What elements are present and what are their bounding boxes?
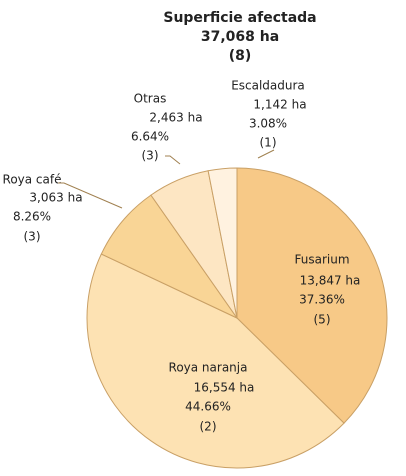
percent-label: 6.64% — [131, 130, 169, 144]
leader-line — [165, 155, 181, 165]
pie-slice — [207, 167, 238, 319]
percent-label: 44.66% — [185, 400, 231, 414]
value-label: 16,554 ha — [194, 381, 255, 395]
chart-subtitle: 37,068 ha — [201, 29, 279, 45]
count-label: (3) — [142, 149, 159, 163]
leader-line — [58, 182, 123, 209]
value-label: 2,463 ha — [149, 111, 202, 125]
count-label: (5) — [314, 313, 331, 327]
slice-label: Otras — [134, 92, 167, 106]
value-label: 13,847 ha — [300, 274, 361, 288]
leader-line — [257, 149, 275, 159]
chart-title: Superficie afectada — [163, 10, 316, 26]
slice-label: Fusarium — [294, 253, 349, 267]
slice-label: Roya café — [3, 173, 62, 187]
pie-slice — [86, 253, 345, 469]
slice-label: Roya naranja — [169, 361, 248, 375]
pie-slice — [236, 167, 388, 424]
value-label: 1,142 ha — [253, 98, 306, 112]
count-label: (3) — [24, 230, 41, 244]
count-label: (1) — [260, 136, 277, 150]
percent-label: 3.08% — [249, 117, 287, 131]
count-label: (2) — [200, 420, 217, 434]
slice-label: Escaldadura — [231, 79, 305, 93]
percent-label: 37.36% — [299, 293, 345, 307]
chart-subtitle: (8) — [229, 48, 252, 64]
percent-label: 8.26% — [13, 210, 51, 224]
value-label: 3,063 ha — [29, 191, 82, 205]
